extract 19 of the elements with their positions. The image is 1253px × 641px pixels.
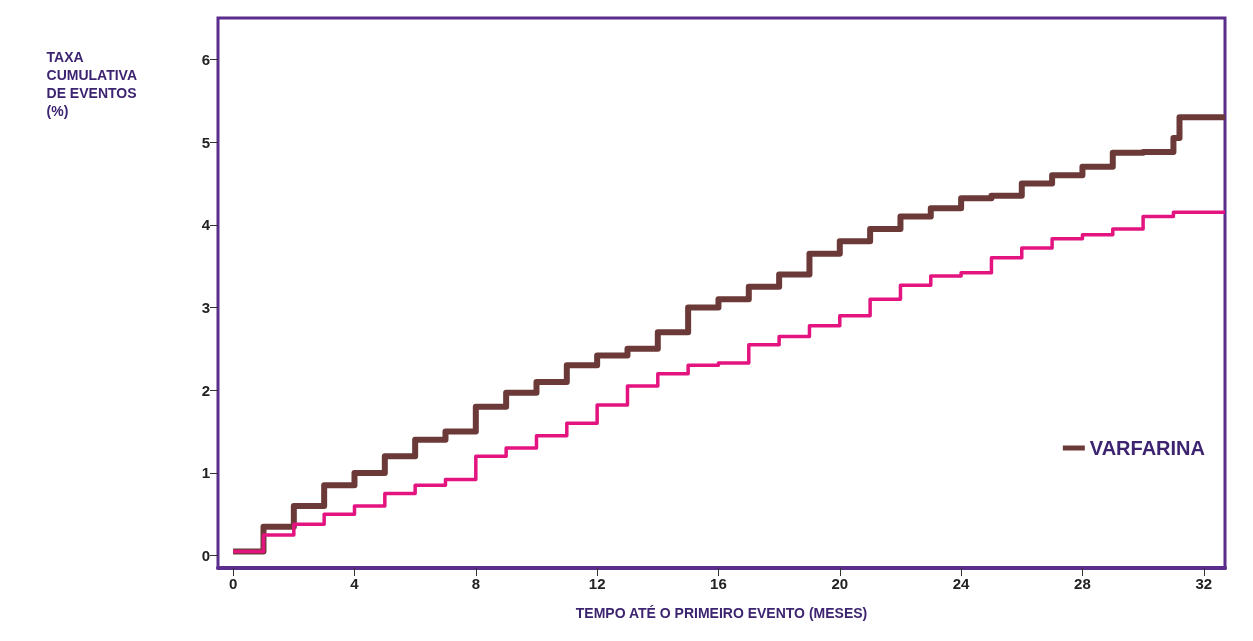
y-axis-title: TAXA CUMULATIVA DE EVENTOS (%)	[46, 49, 137, 119]
x-tick-label: 16	[710, 575, 727, 592]
x-tick-label: 0	[228, 575, 238, 592]
x-axis-title: TEMPO ATÉ O PRIMEIRO EVENTO (MESES)	[575, 605, 868, 621]
y-tick-label: 0	[201, 547, 210, 565]
x-tick-label: 4	[350, 575, 360, 592]
x-tick-label: 32	[1195, 575, 1213, 592]
x-tick-label: 28	[1074, 575, 1091, 592]
y-tick-label: 1	[201, 464, 210, 482]
y-tick-label: 4	[201, 216, 211, 234]
x-tick-label: 12	[588, 575, 606, 592]
x-tick-label: 24	[952, 575, 971, 592]
y-tick-label: 6	[201, 50, 210, 68]
y-tick-label: 2	[201, 381, 210, 399]
y-tick-label: 5	[201, 133, 210, 151]
x-tick-label: 8	[471, 575, 480, 592]
legend-label: VARFARINA	[1089, 437, 1205, 459]
y-tick-label: 3	[201, 298, 210, 316]
x-tick-label: 20	[831, 575, 849, 592]
